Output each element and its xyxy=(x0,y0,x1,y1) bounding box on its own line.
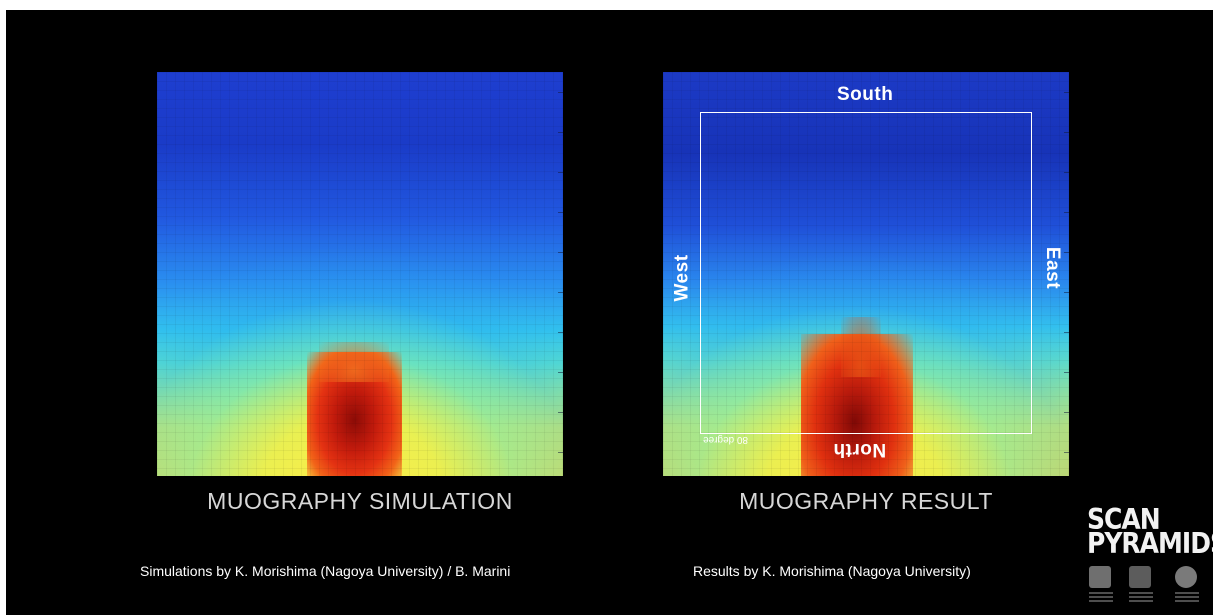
simulation-heatmap xyxy=(157,72,563,476)
simulation-heatmap-image xyxy=(157,72,563,476)
result-caption: MUOGRAPHY RESULT xyxy=(739,488,993,514)
north-label: North xyxy=(833,439,887,460)
south-label: South xyxy=(837,84,894,105)
simulation-credit: Simulations by K. Morishima (Nagoya Univ… xyxy=(140,563,511,579)
logo-line-1: SCAN xyxy=(1087,502,1161,537)
result-axis-ticks xyxy=(1061,72,1069,476)
result-credit: Results by K. Morishima (Nagoya Universi… xyxy=(693,563,971,579)
cairo-university-logo xyxy=(1175,566,1197,588)
logo-line-2: PYRAMIDS xyxy=(1087,526,1213,561)
west-label: West xyxy=(671,254,693,302)
result-frame xyxy=(700,112,1032,434)
result-heatmap: South West East North 80 degree xyxy=(663,72,1069,476)
slide-stage: South West East North 80 degree MUOGRAPH… xyxy=(6,10,1213,615)
partner-logos xyxy=(1089,566,1209,606)
simulation-caption: MUOGRAPHY SIMULATION xyxy=(207,488,513,514)
scanpyramids-logo: SCAN PYRAMIDS xyxy=(1081,502,1213,612)
hip-institute-logo xyxy=(1089,566,1111,588)
degree-label: 80 degree xyxy=(703,434,749,445)
result-heatmap-image xyxy=(663,72,1069,476)
east-label: East xyxy=(1042,246,1064,290)
egypt-emblem-logo xyxy=(1129,566,1151,588)
simulation-axis-ticks xyxy=(555,72,563,476)
